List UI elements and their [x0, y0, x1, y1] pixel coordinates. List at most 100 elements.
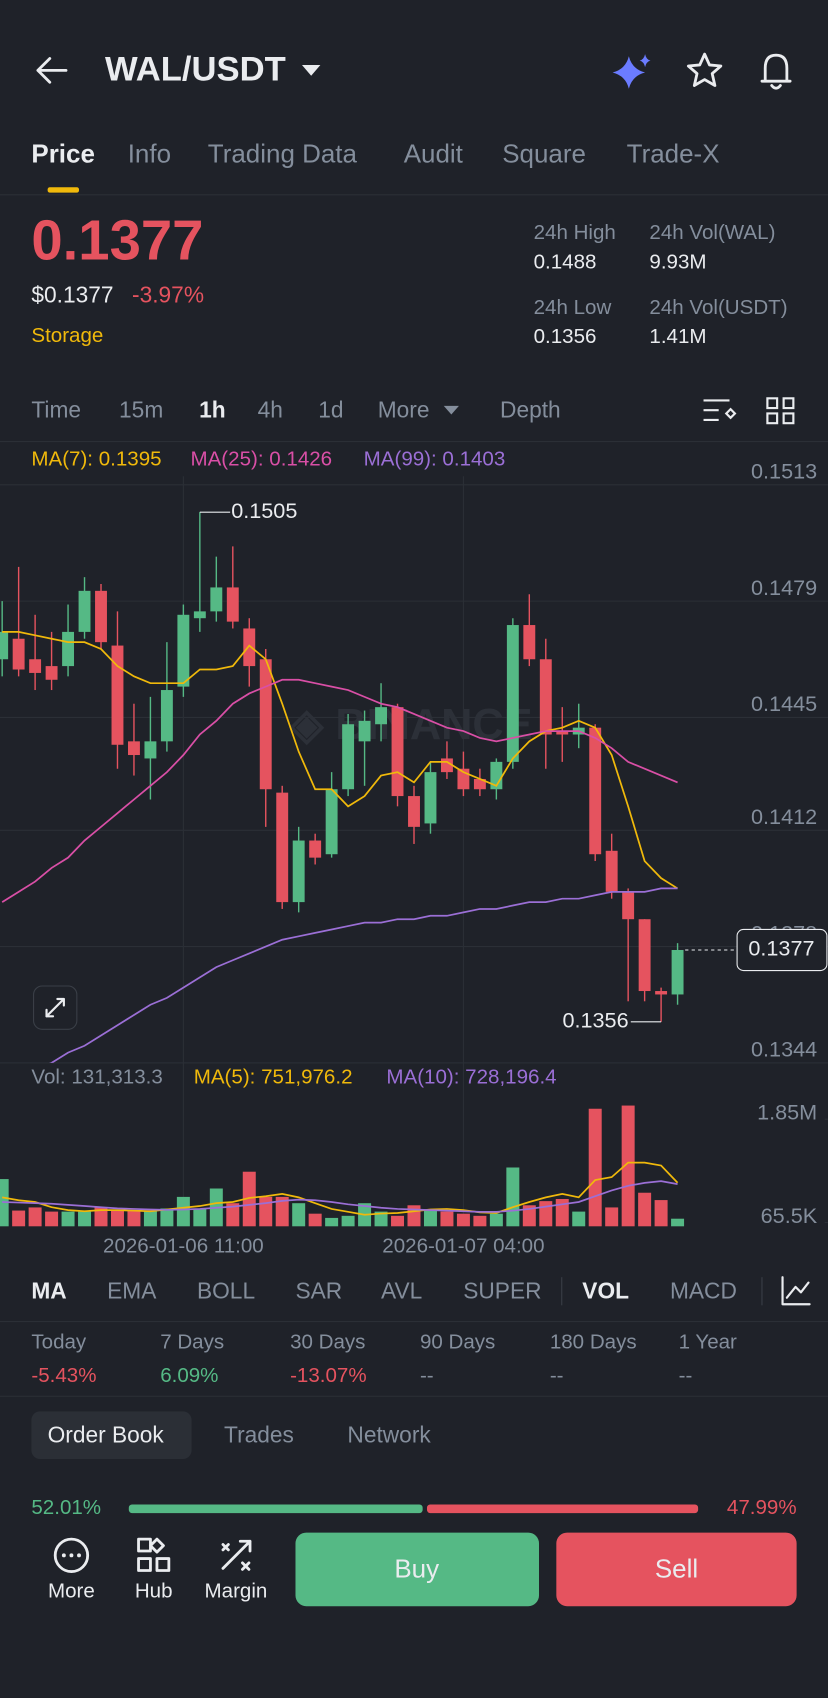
book-tab[interactable]: Order Book: [48, 1421, 165, 1447]
volume-bar: [555, 1198, 569, 1227]
last-price-label: 0.1377: [748, 936, 814, 961]
layout-button[interactable]: [766, 397, 795, 425]
candle-body: [193, 611, 206, 619]
price-change: -3.97%: [132, 282, 204, 308]
pair-dropdown[interactable]: [301, 64, 321, 76]
tab[interactable]: Price: [31, 139, 95, 169]
period-value: -5.43%: [31, 1364, 96, 1387]
volume-bar: [176, 1196, 190, 1227]
volume-bar: [654, 1200, 668, 1227]
ma-legend: MA(99): 0.1403: [364, 447, 506, 470]
category-tag[interactable]: Storage: [31, 324, 103, 347]
sell-button[interactable]: [556, 1532, 797, 1607]
interval[interactable]: 1d: [318, 396, 343, 422]
volume-bar: [28, 1207, 42, 1227]
interval[interactable]: 15m: [119, 396, 163, 422]
volume-bar: [423, 1209, 437, 1227]
book-tab[interactable]: Network: [347, 1421, 431, 1447]
book-tab[interactable]: Trades: [224, 1421, 294, 1447]
tab[interactable]: Square: [502, 139, 586, 169]
volume-bar: [143, 1210, 157, 1227]
back-button[interactable]: [36, 57, 68, 84]
tab[interactable]: Audit: [404, 139, 464, 169]
indicator-settings[interactable]: [781, 1276, 811, 1306]
interval[interactable]: 4h: [258, 396, 283, 422]
volume-bar: [440, 1211, 454, 1227]
indicator-tab[interactable]: VOL: [582, 1277, 629, 1303]
indicator-tab[interactable]: BOLL: [197, 1277, 255, 1303]
volume-bar: [110, 1210, 124, 1227]
indicator-tab[interactable]: AVL: [381, 1277, 422, 1303]
indicator-tab[interactable]: SAR: [295, 1277, 342, 1303]
indicator-tab[interactable]: MACD: [670, 1277, 737, 1303]
chart-settings[interactable]: [703, 399, 737, 422]
period-value: -13.07%: [290, 1364, 367, 1387]
volume-bar: [572, 1211, 586, 1227]
stat-label: 24h Vol(WAL): [649, 221, 775, 244]
ma-legend: MA(25): 0.1426: [190, 447, 332, 470]
y-tick-label: 0.1513: [751, 459, 817, 484]
interval[interactable]: Time: [31, 396, 81, 422]
candle-body: [160, 690, 173, 742]
tab[interactable]: Trade-X: [627, 139, 720, 169]
dot: [77, 1553, 81, 1558]
candle-body: [342, 724, 355, 790]
volume-bar: [588, 1108, 602, 1227]
volume-bar: [242, 1171, 256, 1227]
candle-body: [45, 666, 58, 680]
interval[interactable]: 1h: [199, 396, 226, 422]
indicator-tab[interactable]: EMA: [107, 1277, 157, 1303]
volume-bar: [61, 1211, 75, 1227]
period-value: --: [550, 1364, 564, 1387]
candle-body: [490, 761, 503, 790]
ai-button[interactable]: [612, 54, 651, 89]
tab[interactable]: Trading Data: [208, 139, 358, 169]
buy-button[interactable]: [295, 1532, 540, 1607]
alert-button[interactable]: [760, 53, 792, 90]
volume-bar: [259, 1196, 273, 1227]
sell-label[interactable]: Sell: [655, 1553, 698, 1583]
margin-icon: [221, 1539, 252, 1571]
vol-ma-line: [2, 1180, 678, 1213]
indicator-tab[interactable]: MA: [31, 1277, 66, 1303]
vol-tick-label: 65.5K: [761, 1203, 818, 1228]
candle-body: [210, 587, 223, 612]
interval[interactable]: More: [378, 396, 430, 422]
volume-bar: [506, 1167, 520, 1227]
period-value: --: [679, 1364, 693, 1387]
buy-label[interactable]: Buy: [394, 1553, 439, 1583]
nav-label[interactable]: Hub: [135, 1580, 173, 1603]
candle-body: [29, 659, 42, 673]
candle-body: [309, 840, 322, 858]
candle-body: [506, 625, 519, 762]
volume-bar: [325, 1217, 339, 1227]
candle-body: [671, 949, 684, 995]
interval[interactable]: Depth: [500, 396, 561, 422]
volume-bar: [489, 1213, 503, 1227]
tab[interactable]: Info: [128, 139, 171, 169]
nav-label[interactable]: More: [48, 1580, 95, 1603]
volume-bar: [638, 1192, 652, 1227]
volume-bar: [78, 1211, 92, 1227]
last-price-box: [736, 928, 828, 972]
candle-body: [226, 587, 239, 622]
candle-body: [62, 631, 75, 667]
candle-body: [325, 789, 338, 855]
nav-label[interactable]: Margin: [205, 1580, 268, 1603]
active-tab-bg: [31, 1411, 192, 1460]
more-dropdown[interactable]: [443, 405, 459, 415]
vol-ma-legend: MA(5): 751,976.2: [194, 1065, 353, 1088]
volume-title: Vol: 131,313.3: [31, 1065, 162, 1088]
volume-bar: [226, 1203, 240, 1227]
volume-bar: [407, 1205, 421, 1227]
indicator-tab[interactable]: SUPER: [463, 1277, 541, 1303]
last-price: 0.1377: [31, 208, 203, 271]
vol-tick-label: 1.85M: [757, 1100, 817, 1125]
volume-bar: [275, 1196, 289, 1227]
pair-title[interactable]: WAL/USDT: [105, 51, 286, 89]
period-value: --: [420, 1364, 434, 1387]
favorite-button[interactable]: [686, 52, 723, 87]
fullscreen-icon: [45, 997, 65, 1018]
stat-value: 0.1356: [534, 325, 597, 348]
